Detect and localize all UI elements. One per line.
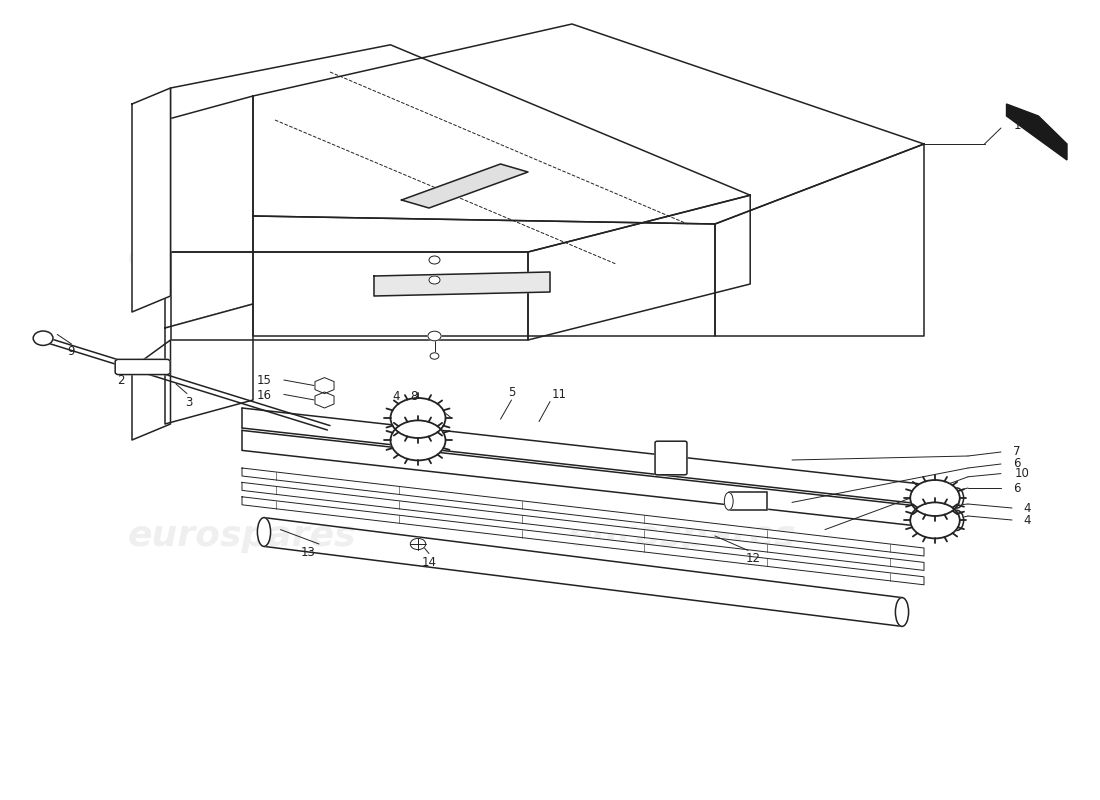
Ellipse shape <box>950 510 964 530</box>
Ellipse shape <box>257 518 271 546</box>
Text: 14: 14 <box>421 556 437 569</box>
Text: 9: 9 <box>68 346 75 358</box>
Text: 4: 4 <box>1024 514 1031 527</box>
Text: 4: 4 <box>393 390 399 402</box>
Text: 8: 8 <box>410 390 417 403</box>
Polygon shape <box>253 24 924 224</box>
Text: 5: 5 <box>508 386 515 399</box>
Text: 13: 13 <box>300 546 316 558</box>
Text: 11: 11 <box>551 388 566 401</box>
Circle shape <box>911 502 959 538</box>
Polygon shape <box>715 144 924 336</box>
Bar <box>729 492 768 510</box>
FancyBboxPatch shape <box>656 442 686 474</box>
Ellipse shape <box>950 488 964 508</box>
Text: eurospares: eurospares <box>568 519 796 553</box>
Text: 6: 6 <box>1013 482 1020 494</box>
Text: 16: 16 <box>256 389 272 402</box>
Text: 6: 6 <box>1013 457 1020 470</box>
Bar <box>729 492 768 510</box>
Ellipse shape <box>725 492 734 510</box>
Circle shape <box>429 276 440 284</box>
Polygon shape <box>132 340 170 440</box>
Polygon shape <box>165 304 253 424</box>
Polygon shape <box>1006 104 1067 160</box>
Polygon shape <box>242 482 924 570</box>
FancyBboxPatch shape <box>116 359 170 374</box>
Text: 3: 3 <box>186 396 192 409</box>
Circle shape <box>428 331 441 341</box>
Text: eurospares: eurospares <box>568 239 796 273</box>
Circle shape <box>911 480 959 516</box>
Circle shape <box>390 421 446 460</box>
Polygon shape <box>170 45 750 252</box>
Text: eurospares: eurospares <box>128 239 356 273</box>
Text: 10: 10 <box>1014 467 1030 480</box>
Circle shape <box>390 398 446 438</box>
Polygon shape <box>253 216 715 336</box>
Text: eurospares: eurospares <box>128 519 356 553</box>
Text: 1: 1 <box>1014 119 1021 132</box>
Polygon shape <box>374 272 550 296</box>
Text: 4: 4 <box>1024 502 1031 515</box>
Text: 12: 12 <box>746 552 761 565</box>
Text: 15: 15 <box>256 374 272 387</box>
Circle shape <box>430 353 439 359</box>
Circle shape <box>429 256 440 264</box>
Polygon shape <box>242 468 924 556</box>
Polygon shape <box>528 195 750 340</box>
Polygon shape <box>165 96 253 328</box>
Text: 7: 7 <box>1013 445 1020 458</box>
Circle shape <box>410 538 426 550</box>
Circle shape <box>33 331 53 346</box>
Polygon shape <box>132 88 170 312</box>
Polygon shape <box>402 164 528 208</box>
Polygon shape <box>242 497 924 585</box>
Ellipse shape <box>895 598 909 626</box>
Polygon shape <box>170 252 528 340</box>
Text: 2: 2 <box>118 374 124 387</box>
